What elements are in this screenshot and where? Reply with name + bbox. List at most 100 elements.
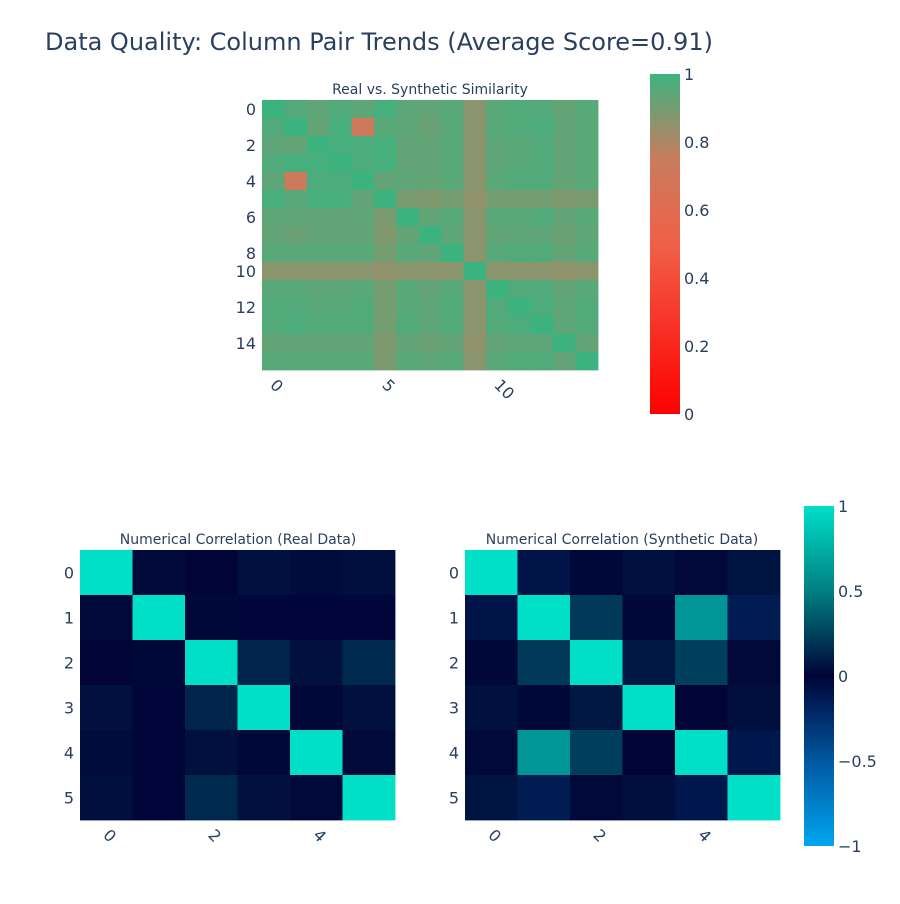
similarity-cell bbox=[306, 172, 330, 191]
similarity-cell bbox=[575, 190, 599, 209]
similarity-cell bbox=[284, 244, 308, 263]
similarity-cell bbox=[441, 100, 464, 119]
synthetic-corr-cell bbox=[570, 775, 623, 821]
similarity-colorbar-tick: 1 bbox=[684, 65, 694, 84]
similarity-cell bbox=[441, 136, 464, 155]
real-corr-cell bbox=[132, 775, 186, 821]
similarity-cell bbox=[329, 280, 352, 299]
similarity-cell bbox=[396, 172, 420, 191]
similarity-cell bbox=[351, 100, 375, 119]
similarity-cell bbox=[329, 208, 352, 227]
synthetic-corr-cell bbox=[622, 595, 676, 641]
similarity-cell bbox=[306, 316, 330, 335]
similarity-cell bbox=[553, 136, 576, 155]
real-corr-cell bbox=[290, 730, 343, 776]
similarity-cell bbox=[441, 244, 464, 263]
similarity-cell bbox=[306, 298, 330, 317]
real-corr-cell bbox=[342, 730, 396, 776]
real-corr-cell bbox=[80, 775, 133, 821]
similarity-cell bbox=[486, 172, 509, 191]
synthetic-corr-cell bbox=[727, 730, 781, 776]
similarity-colorbar-tick: 0.8 bbox=[684, 133, 709, 152]
similarity-cell bbox=[329, 154, 352, 173]
similarity-cell bbox=[486, 280, 509, 299]
similarity-x-tick: 5 bbox=[378, 375, 399, 396]
similarity-cell bbox=[418, 244, 442, 263]
real-corr-cell bbox=[80, 685, 133, 731]
similarity-cell bbox=[374, 262, 397, 281]
real-corr-cell bbox=[237, 640, 291, 686]
similarity-cell bbox=[575, 136, 599, 155]
similarity-colorbar-tick: 0 bbox=[684, 405, 694, 424]
similarity-cell bbox=[374, 208, 397, 227]
real-corr-cell bbox=[290, 550, 343, 596]
similarity-cell bbox=[418, 298, 442, 317]
similarity-cell bbox=[396, 280, 420, 299]
similarity-cell bbox=[351, 280, 375, 299]
similarity-cell bbox=[418, 118, 442, 137]
similarity-cell bbox=[441, 316, 464, 335]
similarity-cell bbox=[486, 316, 509, 335]
similarity-cell bbox=[530, 262, 554, 281]
similarity-cell bbox=[575, 118, 599, 137]
similarity-cell bbox=[530, 208, 554, 227]
similarity-cell bbox=[306, 100, 330, 119]
similarity-cell bbox=[374, 316, 397, 335]
real-corr-title: Numerical Correlation (Real Data) bbox=[120, 532, 357, 548]
similarity-cell bbox=[351, 316, 375, 335]
similarity-cell bbox=[374, 226, 397, 245]
correlation-colorbar-tick: −0.5 bbox=[838, 752, 877, 771]
similarity-cell bbox=[418, 154, 442, 173]
synthetic-corr-cell bbox=[465, 595, 518, 641]
similarity-colorbar bbox=[650, 74, 680, 414]
similarity-cell bbox=[463, 352, 487, 371]
synthetic-corr-x-tick: 0 bbox=[484, 825, 505, 846]
similarity-cell bbox=[262, 262, 285, 281]
similarity-cell bbox=[418, 280, 442, 299]
similarity-x-tick: 10 bbox=[490, 375, 518, 403]
similarity-cell bbox=[463, 154, 487, 173]
similarity-cell bbox=[441, 226, 464, 245]
similarity-cell bbox=[508, 118, 532, 137]
similarity-cell bbox=[508, 298, 532, 317]
similarity-cell bbox=[463, 280, 487, 299]
similarity-y-tick: 4 bbox=[246, 172, 256, 191]
synthetic-corr-cell bbox=[465, 730, 518, 776]
similarity-cell bbox=[441, 190, 464, 209]
real-corr-cell bbox=[237, 775, 291, 821]
real-corr-cell bbox=[185, 685, 238, 731]
similarity-cell bbox=[575, 298, 599, 317]
real-corr-cell bbox=[290, 775, 343, 821]
synthetic-corr-x-tick: 4 bbox=[694, 825, 715, 846]
similarity-cell bbox=[441, 154, 464, 173]
similarity-cell bbox=[553, 226, 576, 245]
correlation-colorbar-tick: 1 bbox=[838, 497, 848, 516]
similarity-cell bbox=[396, 136, 420, 155]
similarity-cell bbox=[262, 316, 285, 335]
synthetic-corr-cell bbox=[570, 685, 623, 731]
similarity-cell bbox=[262, 298, 285, 317]
similarity-cell bbox=[351, 298, 375, 317]
similarity-cell bbox=[575, 280, 599, 299]
similarity-cell bbox=[418, 190, 442, 209]
similarity-cell bbox=[463, 226, 487, 245]
similarity-cell bbox=[508, 334, 532, 353]
similarity-cell bbox=[463, 172, 487, 191]
similarity-cell bbox=[396, 100, 420, 119]
real-corr-y-tick: 2 bbox=[64, 654, 74, 673]
real-corr-cell bbox=[185, 550, 238, 596]
similarity-cell bbox=[463, 244, 487, 263]
similarity-cell bbox=[463, 262, 487, 281]
real-corr-cell bbox=[132, 550, 186, 596]
similarity-cell bbox=[530, 298, 554, 317]
similarity-cell bbox=[351, 226, 375, 245]
real-corr-y-tick: 3 bbox=[64, 699, 74, 718]
similarity-cell bbox=[351, 352, 375, 371]
similarity-cell bbox=[306, 190, 330, 209]
real-corr-cell bbox=[80, 550, 133, 596]
similarity-cell bbox=[351, 154, 375, 173]
similarity-cell bbox=[396, 226, 420, 245]
similarity-cell bbox=[284, 118, 308, 137]
synthetic-corr-y-tick: 1 bbox=[449, 609, 459, 628]
similarity-cell bbox=[284, 334, 308, 353]
